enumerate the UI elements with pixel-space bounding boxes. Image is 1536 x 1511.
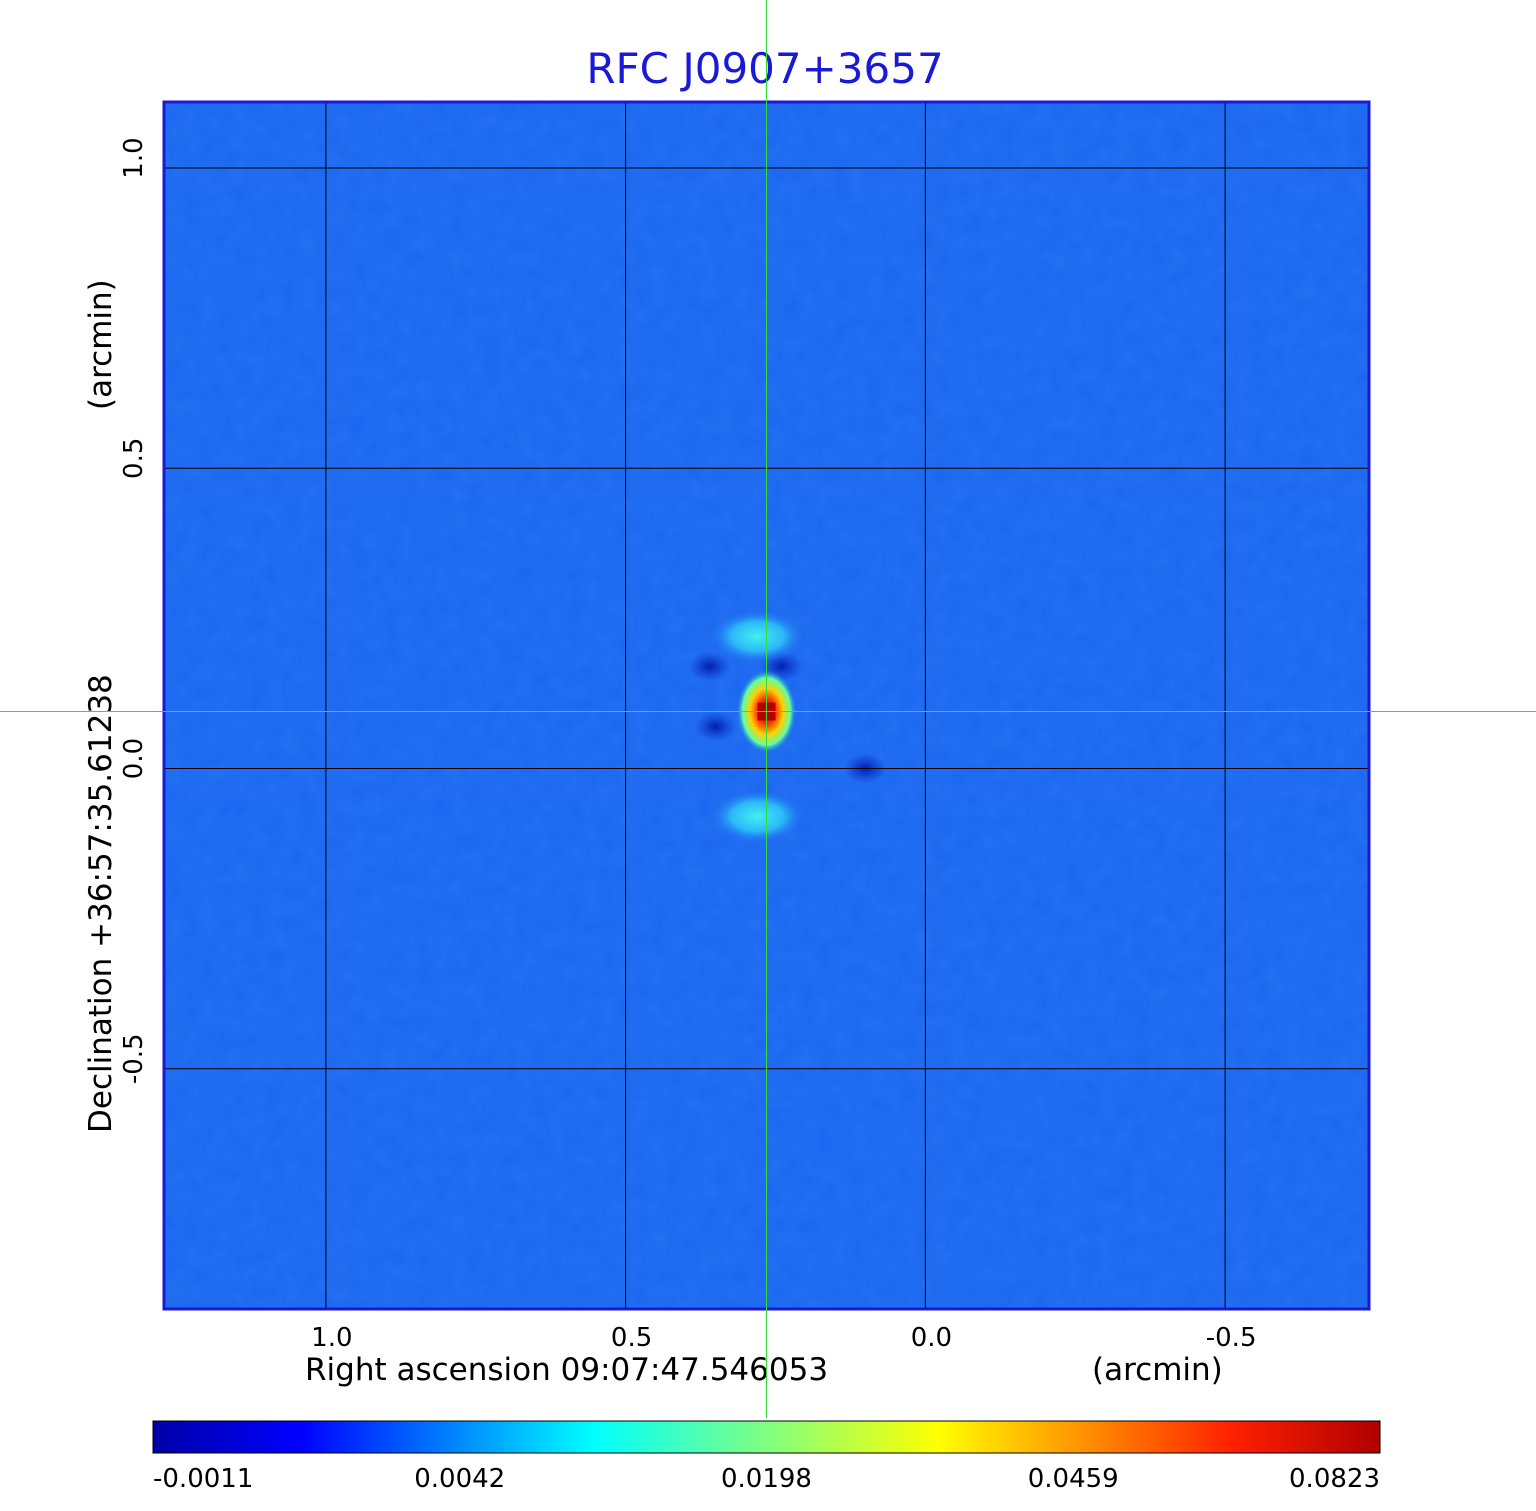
y-tick-label: 1.0 <box>119 137 149 178</box>
crosshair <box>0 0 1536 1418</box>
colorbar-label: 0.0459 <box>1028 1464 1119 1494</box>
y-axis-unit: (arcmin) <box>83 279 119 410</box>
y-tick-label: -0.5 <box>119 1033 149 1084</box>
x-axis-unit: (arcmin) <box>1092 1352 1223 1388</box>
x-tick-label: 0.0 <box>911 1323 952 1353</box>
colorbar-label: -0.0011 <box>153 1464 253 1494</box>
colorbar-labels: -0.0011 0.0042 0.0198 0.0459 0.0823 <box>153 1464 1380 1494</box>
colorbar-label: 0.0042 <box>414 1464 505 1494</box>
colorbar-label: 0.0198 <box>721 1464 812 1494</box>
x-tick-label: 1.0 <box>311 1323 352 1353</box>
x-tick-label: 0.5 <box>611 1323 652 1353</box>
negative-patch <box>694 711 737 742</box>
source-sidelobe-north <box>709 609 806 664</box>
source-sidelobe-south <box>709 789 806 844</box>
negative-patch <box>688 651 731 682</box>
chart-title: RFC J0907+3657 <box>586 44 943 93</box>
x-tick-label: -0.5 <box>1206 1323 1257 1353</box>
y-tick-label: 0.5 <box>119 438 149 479</box>
y-tick-labels: 1.0 0.5 0.0 -0.5 <box>119 137 149 1084</box>
y-axis-label: Declination +36:57:35.61238 <box>83 674 119 1133</box>
y-tick-label: 0.0 <box>119 738 149 779</box>
colorbar <box>152 1420 1381 1454</box>
colorbar-label: 0.0823 <box>1289 1464 1380 1494</box>
x-axis-label: Right ascension 09:07:47.546053 <box>305 1352 828 1388</box>
x-tick-labels: 1.0 0.5 0.0 -0.5 <box>311 1323 1256 1353</box>
